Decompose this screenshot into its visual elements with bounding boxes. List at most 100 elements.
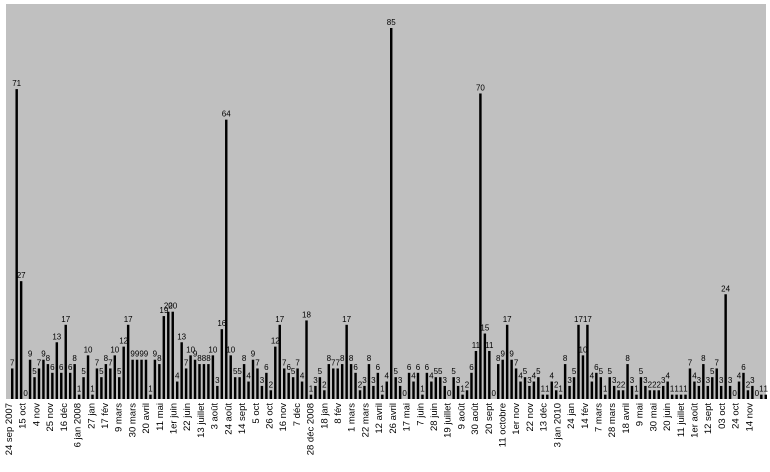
- data-label: 5: [32, 367, 37, 376]
- data-label: 0: [23, 389, 28, 398]
- data-label: 7: [295, 358, 300, 367]
- x-tick-label: 5 oct: [251, 403, 262, 424]
- x-tick-label: 30 août: [470, 403, 481, 435]
- data-label: 3: [398, 376, 403, 385]
- data-label: 8: [625, 354, 630, 363]
- bar: [737, 381, 741, 399]
- data-label: 1: [90, 385, 95, 394]
- bar: [528, 385, 531, 399]
- bar: [349, 364, 353, 399]
- x-tick-label: 30 mars: [127, 403, 138, 438]
- data-label: 9: [509, 350, 514, 359]
- data-label: 12: [271, 337, 280, 346]
- bar: [470, 372, 473, 399]
- data-label: 5: [607, 367, 612, 376]
- bar: [82, 377, 85, 399]
- bar: [751, 385, 754, 399]
- x-tick-label: 26 oct: [264, 403, 275, 429]
- x-tick-label: 19 juillet: [443, 403, 454, 438]
- bar: [630, 385, 634, 399]
- bar: [425, 372, 429, 399]
- x-tick-label: 20 sept: [484, 403, 495, 435]
- bar: [60, 372, 63, 399]
- data-label: 1: [764, 385, 769, 394]
- data-label: 3: [697, 376, 702, 385]
- bar: [233, 377, 237, 399]
- bar: [474, 350, 478, 399]
- bar: [679, 394, 683, 399]
- x-tick-label: 1er août: [689, 403, 700, 438]
- x-tick-label: 4 nov: [31, 403, 42, 426]
- data-label: 10: [579, 345, 588, 354]
- bar: [702, 364, 705, 399]
- bar: [336, 368, 339, 399]
- bar: [657, 390, 660, 399]
- bar: [456, 385, 460, 399]
- data-label: 20: [168, 302, 177, 311]
- bar: [581, 355, 585, 399]
- bar: [135, 359, 139, 399]
- data-label: 0: [755, 389, 760, 398]
- data-label: 6: [407, 363, 412, 372]
- data-label: 5: [710, 367, 715, 376]
- data-label: 17: [574, 315, 583, 324]
- data-label: 8: [46, 354, 51, 363]
- data-label: 17: [124, 315, 133, 324]
- data-label: 5: [233, 367, 238, 376]
- data-label: 13: [52, 332, 61, 341]
- bar: [300, 381, 304, 399]
- data-label: 3: [456, 376, 461, 385]
- bar: [158, 364, 161, 399]
- bar: [242, 364, 246, 399]
- data-label: 8: [104, 354, 109, 363]
- x-tick-label: 30 mai: [648, 403, 659, 432]
- data-label: 9: [193, 350, 198, 359]
- data-label: 5: [438, 367, 443, 376]
- bar: [693, 381, 696, 399]
- bar: [595, 372, 598, 399]
- data-label: 9: [500, 350, 505, 359]
- bar: [465, 390, 469, 399]
- bar: [421, 394, 424, 399]
- data-label: 15: [480, 324, 489, 333]
- data-label: 7: [184, 358, 189, 367]
- bar: [113, 355, 117, 399]
- bar: [559, 394, 562, 399]
- data-label: 8: [340, 354, 345, 363]
- x-tick-label: 12 avril: [374, 403, 385, 434]
- bar: [568, 385, 571, 399]
- data-label: 4: [737, 372, 742, 381]
- data-label: 6: [741, 363, 746, 372]
- bar: [198, 364, 201, 399]
- bar: [608, 377, 611, 399]
- x-tick-label: 15 oct: [18, 403, 29, 429]
- data-label: 1: [634, 385, 639, 394]
- data-label: 85: [387, 18, 396, 27]
- data-label: 1: [558, 385, 563, 394]
- bar: [247, 381, 250, 399]
- bar: [95, 368, 99, 399]
- x-tick-label: 26 avril: [388, 403, 399, 434]
- data-label: 11: [472, 341, 481, 350]
- data-label: 6: [286, 363, 291, 372]
- data-label: 4: [175, 372, 180, 381]
- bar: [684, 394, 687, 399]
- data-label: 64: [222, 110, 231, 119]
- bar: [180, 342, 183, 399]
- bar: [305, 320, 308, 399]
- bar: [19, 281, 23, 399]
- data-label: 5: [291, 367, 296, 376]
- data-label: 3: [567, 376, 572, 385]
- bar: [746, 390, 750, 399]
- data-label: 6: [425, 363, 430, 372]
- data-label: 17: [275, 315, 284, 324]
- data-label: 5: [81, 367, 86, 376]
- data-label: 5: [536, 367, 541, 376]
- x-tick-label: 12 sept: [703, 403, 714, 435]
- data-label: 17: [61, 315, 70, 324]
- bar: [73, 364, 76, 399]
- bar: [706, 385, 710, 399]
- bar: [670, 394, 674, 399]
- bar: [211, 355, 215, 399]
- bar: [644, 385, 647, 399]
